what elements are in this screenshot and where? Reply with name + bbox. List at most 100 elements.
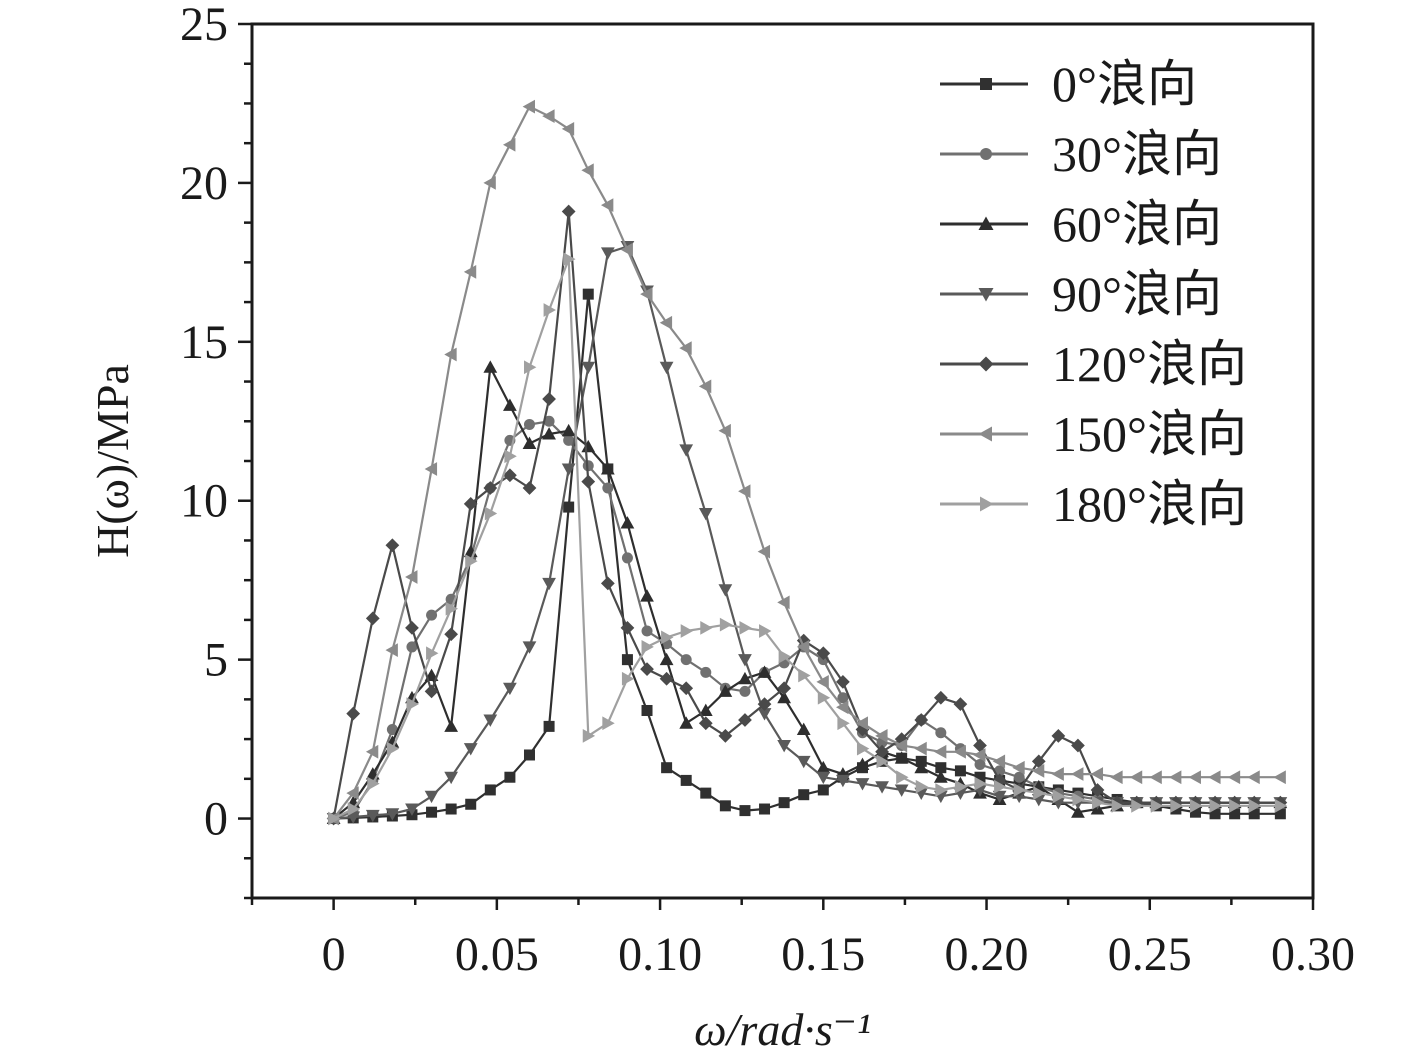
data-point [1150,798,1164,813]
data-point [876,754,889,769]
data-point [463,265,477,279]
data-point [679,341,692,356]
legend-label: 60°浪向 [1052,196,1222,252]
data-point [875,729,888,743]
data-point [1092,795,1105,810]
data-point [698,703,713,716]
data-point [1090,767,1104,781]
data-point [1227,770,1241,785]
data-point [659,315,673,330]
data-point [738,484,751,499]
legend: 0°浪向 30°浪向 60°浪向 90°浪向 120°浪向 150°浪向 180°浪向 [940,56,1247,532]
data-point [582,288,594,300]
data-point [365,809,380,823]
data-point [816,675,829,689]
data-point [1229,808,1241,820]
data-point [346,706,361,721]
data-point [542,427,556,440]
data-point [561,204,576,219]
data-point [602,482,614,494]
data-point [1188,770,1201,785]
data-point [602,716,615,731]
legend-marker [980,78,992,90]
data-point [620,516,635,529]
data-point [974,776,987,791]
data-point [778,797,790,809]
data-point [738,671,752,685]
data-point [836,774,850,788]
data-point [718,684,733,697]
data-point [561,122,575,136]
data-point [700,666,712,678]
legend-marker [980,496,994,512]
data-point [953,697,968,712]
data-point [426,646,439,661]
data-point [933,690,948,705]
data-point [757,708,772,721]
legend-label: 90°浪向 [1052,266,1222,322]
legend-marker [978,288,994,302]
data-point [444,771,459,785]
data-point [698,507,713,521]
data-point [640,662,654,677]
data-point [1208,770,1221,785]
y-tick-label: 0 [204,793,228,846]
data-point [542,109,555,124]
data-point [778,649,792,664]
data-point [581,439,596,453]
data-point [914,741,927,756]
data-point [679,716,694,729]
data-point [954,765,966,777]
data-point [935,727,947,739]
data-point [424,462,438,476]
data-point [718,584,733,597]
data-point [759,624,772,638]
data-point [600,462,615,475]
data-point [543,415,555,427]
data-point [523,360,537,375]
data-point [896,770,909,785]
data-point [640,287,653,302]
data-point [465,554,478,568]
x-tick-label: 0.05 [455,928,539,981]
legend-marker [978,216,994,230]
legend-label: 30°浪向 [1052,126,1222,182]
data-point [465,798,477,810]
data-point [483,176,496,190]
data-point [796,755,811,769]
x-tick-label: 0.20 [945,928,1029,981]
data-point [973,748,986,762]
data-point [680,654,692,666]
data-point [680,624,694,638]
data-point [582,729,596,743]
legend-marker [978,426,992,442]
data-point [1110,770,1123,785]
data-point [1274,808,1286,820]
data-point [522,99,535,114]
data-point [738,654,752,667]
data-point [641,640,654,654]
data-point [563,434,575,446]
x-tick-label: 0.10 [618,928,702,981]
data-point [484,506,498,521]
legend-label: 180°浪向 [1052,476,1247,532]
data-point [661,630,674,645]
data-point [777,681,792,696]
data-point [386,741,400,756]
data-point [620,620,635,635]
data-point [641,625,653,637]
data-point [503,137,516,152]
data-point [679,444,694,457]
data-point [563,501,575,513]
y-axis-label: H(ω)/MPa [87,364,138,558]
data-point [523,418,535,430]
data-point [757,697,772,712]
data-point [796,640,810,654]
data-point [777,690,792,704]
data-point [444,347,457,362]
data-point [1111,798,1124,813]
data-point [777,595,790,610]
data-point [444,627,459,642]
data-point [855,757,870,771]
